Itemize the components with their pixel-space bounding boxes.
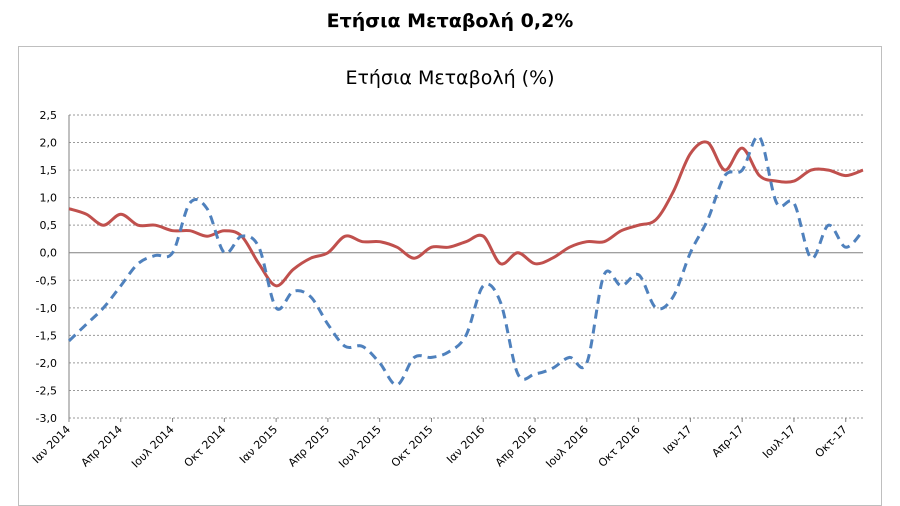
- x-tick-label: Ιαν-17: [661, 423, 695, 457]
- chart-frame: Ετήσια Μεταβολή (%) 2,5 2,0 1,5 1,0 0,5 0,0 -0…: [18, 46, 882, 506]
- y-tick-label: -1,5: [36, 329, 57, 342]
- series-line-dashed: [67, 135, 865, 387]
- x-tick-label: Ιουλ 2015: [336, 423, 384, 471]
- chart-title: Ετήσια Μεταβολή (%): [345, 67, 555, 89]
- y-tick-label: -2,0: [36, 357, 57, 370]
- y-tick-label: 0,0: [40, 247, 58, 260]
- x-tick-label: Ιαν 2016: [444, 423, 487, 466]
- y-tick-label: -3,0: [36, 412, 57, 425]
- line-chart: 2,5 2,0 1,5 1,0 0,5 0,0 -0,5 -1,0 -1,5 -2,0 -2,5 -3…: [30, 109, 865, 471]
- x-tick-label: Οκτ 2014: [182, 423, 229, 470]
- y-tick-label: 0,5: [40, 219, 58, 232]
- x-tick-label: Απρ-17: [709, 423, 746, 460]
- x-tick-label: Οκτ-17: [813, 423, 850, 460]
- x-tick-label: Ιαν 2014: [30, 423, 73, 466]
- x-tick-label: Ιαν 2015: [237, 423, 280, 466]
- page-title: Ετήσια Μεταβολή 0,2%: [326, 10, 574, 32]
- series-line-solid: [68, 140, 864, 288]
- y-tick-label: 1,5: [40, 164, 58, 177]
- y-tick-label: -0,5: [36, 274, 57, 287]
- y-tick-label: 1,0: [40, 192, 58, 205]
- x-tick-label: Απρ 2015: [286, 423, 332, 469]
- x-tick-label: Ιουλ 2016: [543, 423, 591, 471]
- y-tick-label: 2,0: [40, 137, 58, 150]
- y-tick-label: -1,0: [36, 302, 57, 315]
- y-tick-label: 2,5: [40, 109, 58, 122]
- x-tick-label: Ιουλ-17: [760, 423, 798, 461]
- x-tick-label: Οκτ 2015: [389, 423, 436, 470]
- y-tick-label: -2,5: [36, 384, 57, 397]
- x-tick-label: Απρ 2014: [79, 423, 125, 469]
- x-tick-label: Οκτ 2016: [596, 423, 643, 470]
- x-tick-label: Απρ 2016: [493, 423, 539, 469]
- x-tick-label: Ιουλ 2014: [129, 423, 177, 471]
